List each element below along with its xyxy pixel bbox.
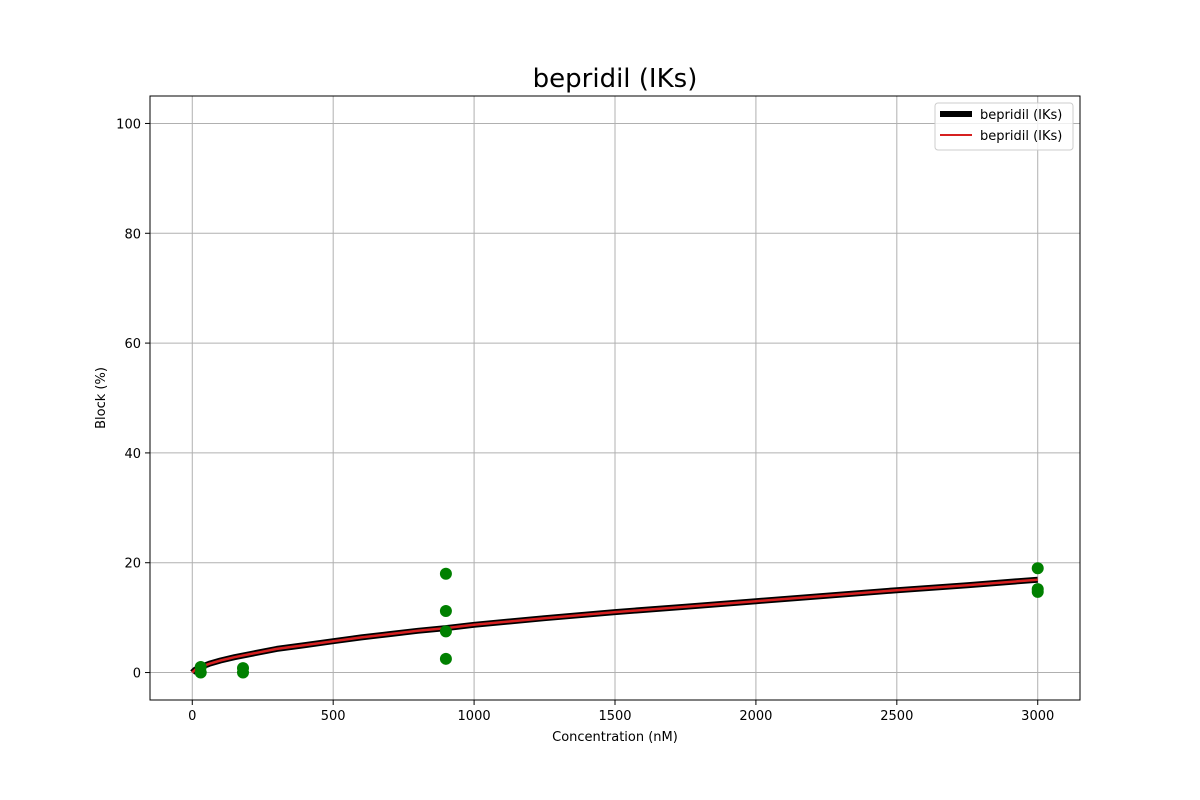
x-tick-label: 3000 [1021,709,1054,724]
y-tick-label: 100 [116,117,141,132]
data-point [439,605,452,618]
legend: bepridil (IKs) bepridil (IKs) [934,102,1074,151]
x-tick-label: 1000 [458,709,491,724]
legend-label-black: bepridil (IKs) [980,108,1062,123]
y-tick-label: 80 [124,227,141,242]
y-tick-label: 20 [124,557,141,572]
series-lines [190,576,1038,675]
x-axis-label: Concentration (nM) [552,730,678,745]
x-tick-label: 0 [188,709,196,724]
y-axis-ticks: 0 20 40 60 80 100 [116,117,150,682]
series-line-1 [191,578,1038,674]
data-point [1031,562,1044,575]
data-point [237,666,249,679]
x-tick-label: 500 [321,709,346,724]
y-axis-label: Block (%) [94,367,109,429]
y-tick-label: 0 [133,667,141,682]
scatter-points [194,562,1044,679]
data-point [439,625,452,638]
data-point [1031,585,1044,598]
grid [150,96,1080,700]
y-tick-label: 40 [124,447,141,462]
chart-title: bepridil (IKs) [533,64,698,94]
x-tick-label: 2500 [880,709,913,724]
x-tick-label: 2000 [739,709,772,724]
legend-label-red: bepridil (IKs) [980,129,1062,144]
x-axis-ticks: 0 500 1000 1500 2000 2500 3000 [188,700,1054,724]
data-point [194,666,207,679]
data-point [439,567,452,580]
x-tick-label: 1500 [598,709,631,724]
data-point [439,652,452,665]
y-tick-label: 60 [124,337,141,352]
